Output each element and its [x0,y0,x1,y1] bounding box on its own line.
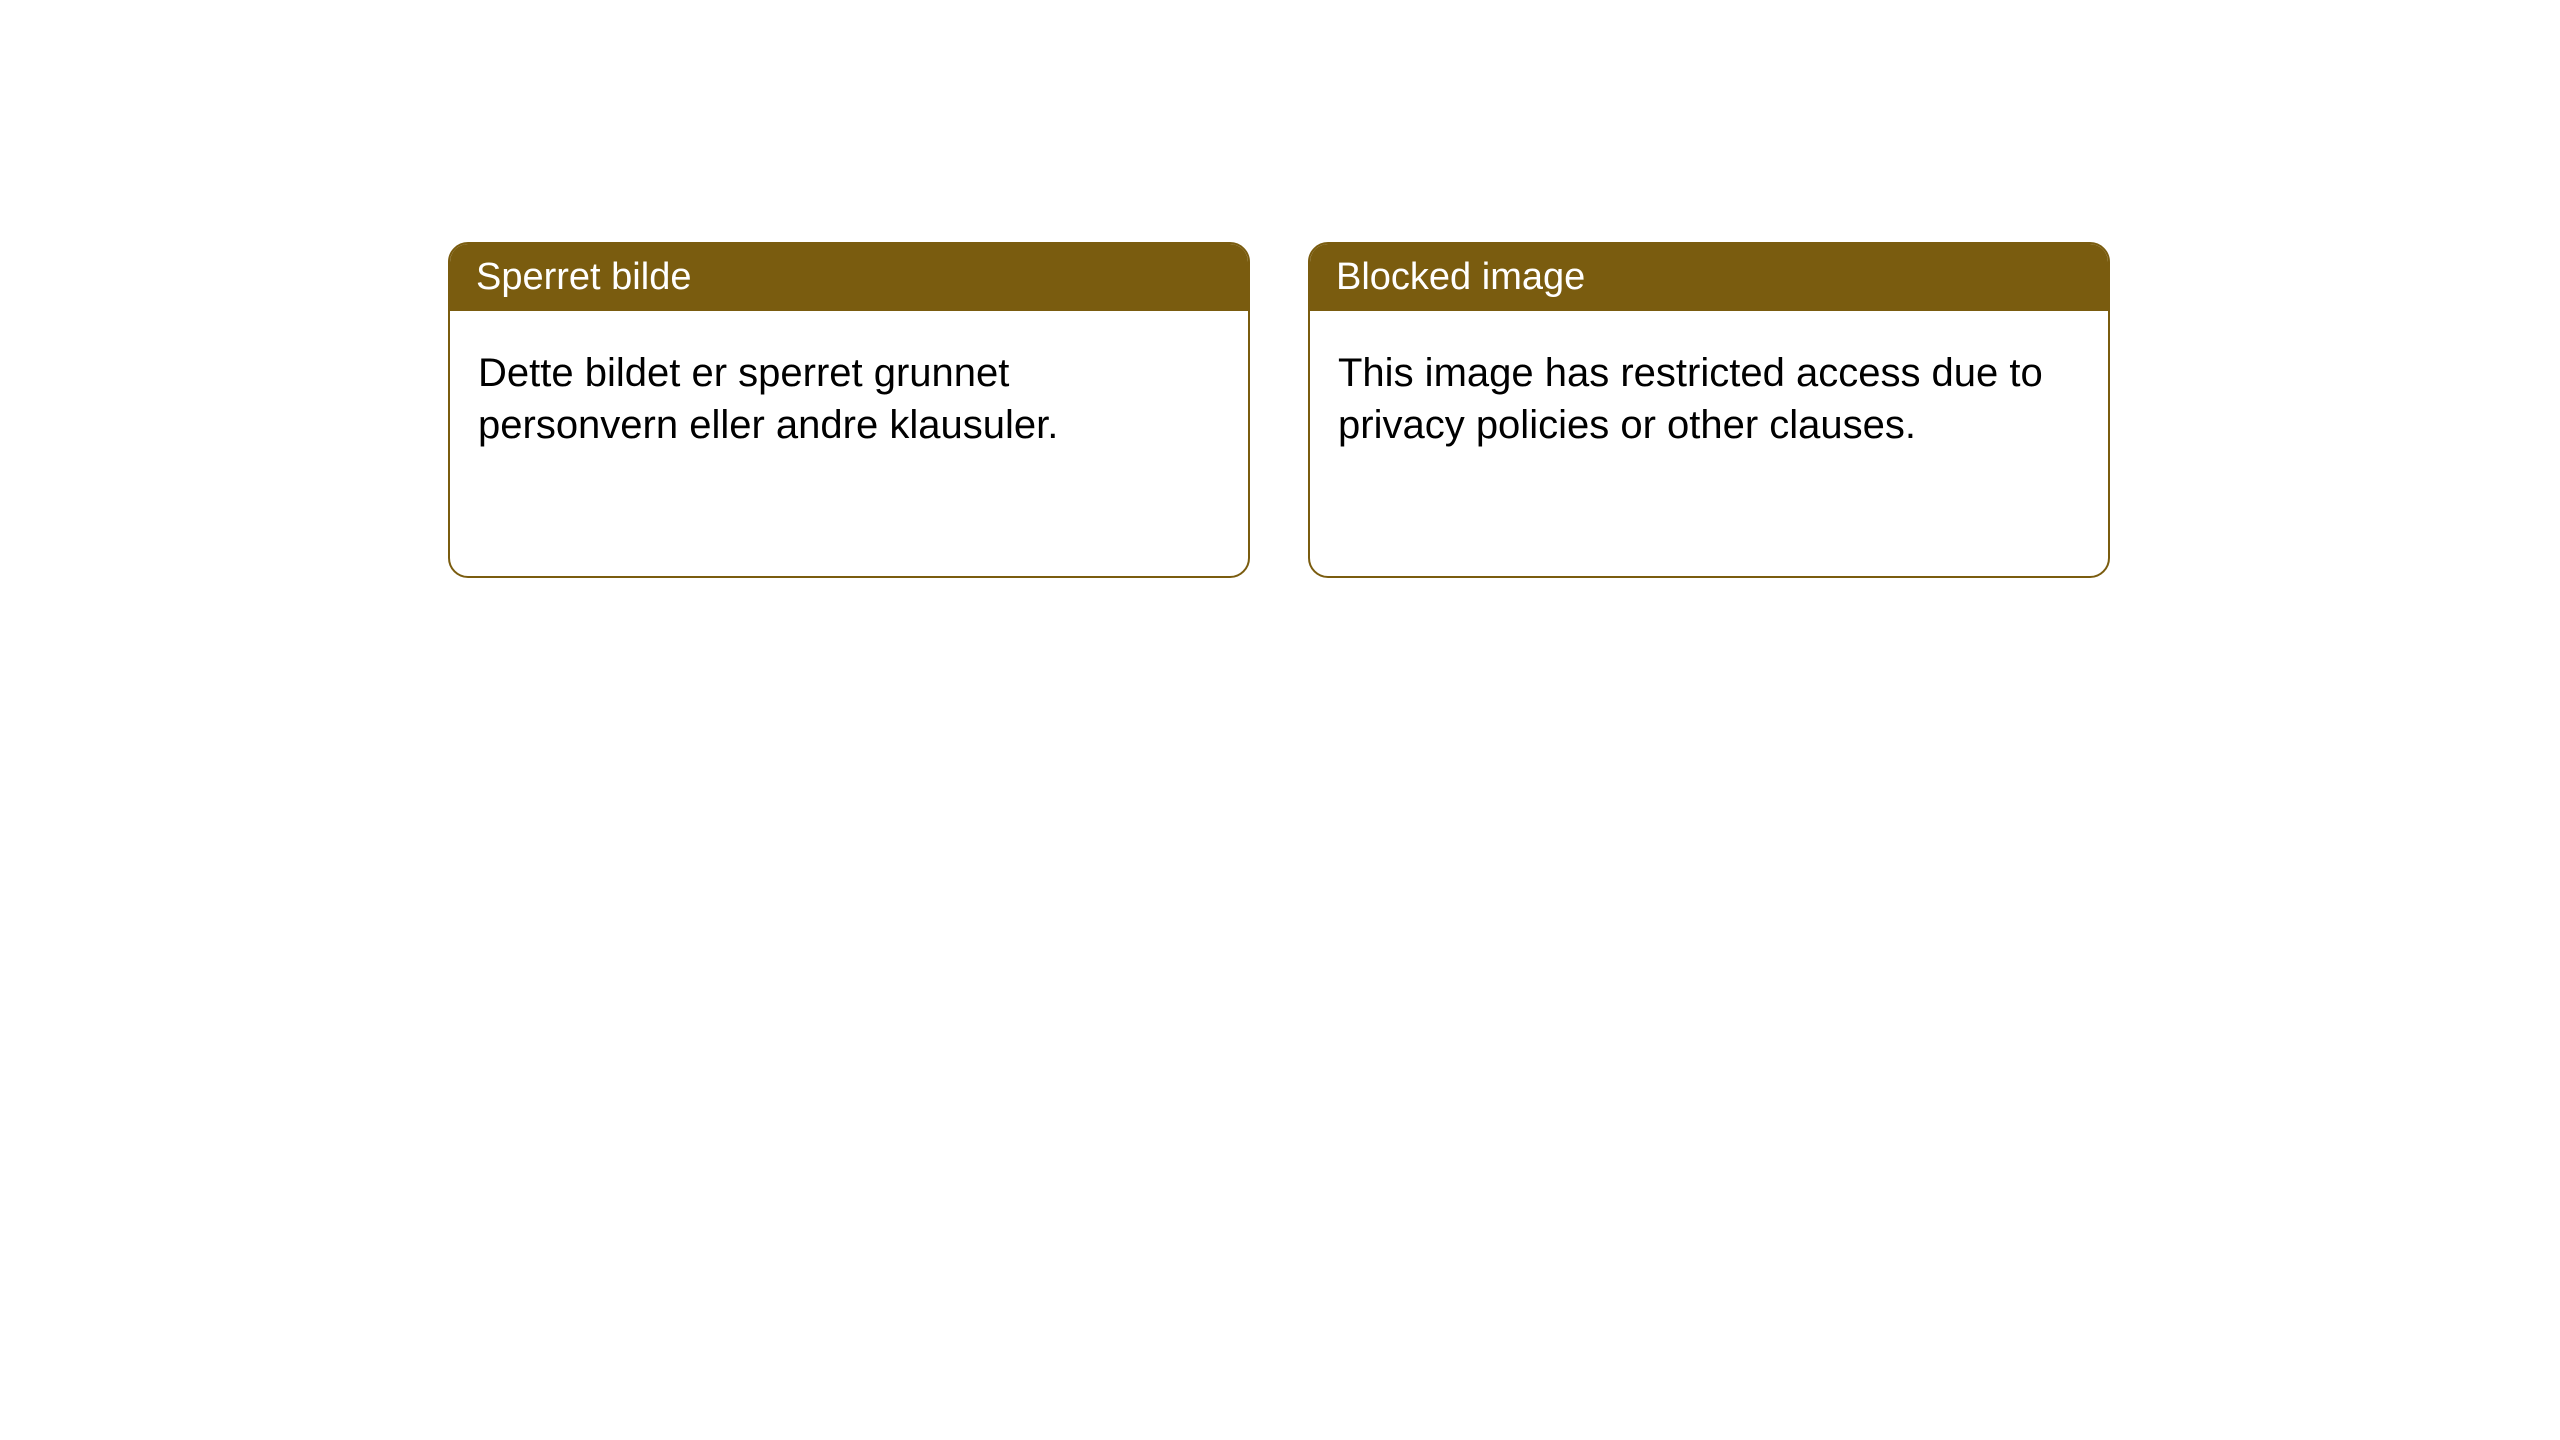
card-body-text: Dette bildet er sperret grunnet personve… [478,351,1058,447]
card-header: Blocked image [1310,244,2108,311]
notice-container: Sperret bilde Dette bildet er sperret gr… [448,242,2110,578]
card-body-text: This image has restricted access due to … [1338,351,2043,447]
card-title: Blocked image [1336,256,1585,298]
card-header: Sperret bilde [450,244,1248,311]
notice-card-norwegian: Sperret bilde Dette bildet er sperret gr… [448,242,1250,578]
notice-card-english: Blocked image This image has restricted … [1308,242,2110,578]
card-body: Dette bildet er sperret grunnet personve… [450,311,1248,487]
card-title: Sperret bilde [476,256,691,298]
card-body: This image has restricted access due to … [1310,311,2108,487]
